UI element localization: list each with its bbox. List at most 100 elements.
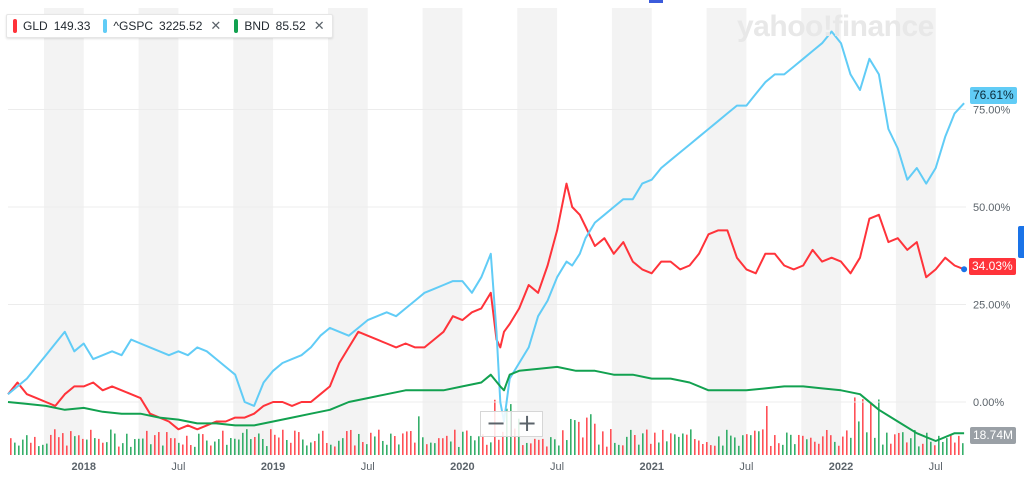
volume-bar [310,442,312,455]
zoom-out-button[interactable]: − [480,411,512,437]
volume-bar [114,433,116,455]
volume-bar [390,433,392,455]
volume-bar [422,437,424,455]
volume-bar [814,441,816,455]
volume-bar [710,445,712,455]
volume-bar [614,442,616,455]
volume-bar [662,429,664,455]
volume-bar [466,430,468,455]
volume-bar [786,432,788,455]
series-lines [7,30,968,442]
volume-bar [766,406,768,455]
volume-bar [774,435,776,455]
volume-bar [602,431,604,455]
volume-bar [810,437,812,455]
shading-band [517,8,558,455]
volume-bar [558,445,560,455]
volume-bar [174,438,176,455]
volume-bar [158,432,160,455]
legend-item-gspc[interactable]: ^GSPC 3225.52 ✕ [97,15,228,37]
volume-bar [10,438,12,455]
volume-bar [634,435,636,455]
volume-bar [498,439,500,455]
y-tick-label: 0.00% [973,397,1004,409]
volume-bar [834,441,836,455]
volume-bar [874,437,876,455]
volume-bar [858,421,860,455]
volume-bar [418,416,420,455]
scroll-handle[interactable] [1018,226,1024,258]
volume-bar [946,438,948,455]
volume-bar [454,429,456,455]
x-tick-label: Jul [929,461,943,473]
volume-bar [378,429,380,455]
volume-bar [546,446,548,455]
volume-bar [590,414,592,455]
volume-bar [942,441,944,455]
volume-bar [398,444,400,455]
volume-bar [358,433,360,455]
remove-gspc-close-icon[interactable]: ✕ [210,18,222,33]
volume-bar [326,442,328,455]
volume-bar [534,438,536,455]
volume-bar [666,441,668,455]
shading-band [422,8,463,455]
volume-bar [686,434,688,455]
shading-band [801,8,842,455]
volume-bar [798,434,800,455]
volume-bar [30,442,32,455]
volume-bar [850,437,852,455]
volume-bar [750,435,752,455]
yahoo-finance-watermark: yahoo!finance [737,10,934,43]
gld-endpoint-dot [961,266,968,273]
volume-bars [10,397,964,455]
volume-bar [74,436,76,455]
volume-bar [258,433,260,455]
series-line-bnd [7,365,965,442]
volume-bar [50,434,52,455]
volume-bar [654,432,656,455]
bnd-swatch [234,19,239,33]
legend-item-bnd[interactable]: BND 85.52 ✕ [228,15,331,37]
remove-bnd-close-icon[interactable]: ✕ [313,18,325,33]
volume-bar [82,438,84,455]
volume-bar [898,432,900,455]
volume-bar [574,420,576,455]
volume-bar [262,439,264,455]
volume-bar [438,438,440,455]
volume-bar [134,439,136,455]
volume-bar [742,435,744,455]
volume-bar [182,444,184,455]
y-tick-label: 75.00% [973,105,1011,117]
volume-bar [554,439,556,455]
volume-bar [278,437,280,455]
volume-bar [598,444,600,455]
volume-bar [130,446,132,455]
volume-bar [626,436,628,455]
volume-bar [186,435,188,455]
volume-bar [298,432,300,455]
volume-bar [446,435,448,455]
volume-bar [178,442,180,455]
volume-bar [726,429,728,455]
volume-bar [926,432,928,455]
volume-bar [350,429,352,455]
volume-bar [86,439,88,455]
volume-bar [830,435,832,455]
volume-bar [586,417,588,455]
volume-bar [762,429,764,455]
volume-bar [78,435,80,455]
bnd-price: 85.52 [275,19,306,33]
shading-band [327,8,368,455]
volume-bar [658,442,660,455]
gspc-symbol: ^GSPC [113,19,154,33]
volume-bar [806,439,808,455]
volume-bar [306,445,308,455]
legend-item-gld[interactable]: GLD 149.33 [7,15,97,37]
volume-bar [870,402,872,455]
volume-bar [410,431,412,455]
volume-bar [42,444,44,455]
shading-band [138,8,179,455]
zoom-in-button[interactable]: + [512,411,543,437]
